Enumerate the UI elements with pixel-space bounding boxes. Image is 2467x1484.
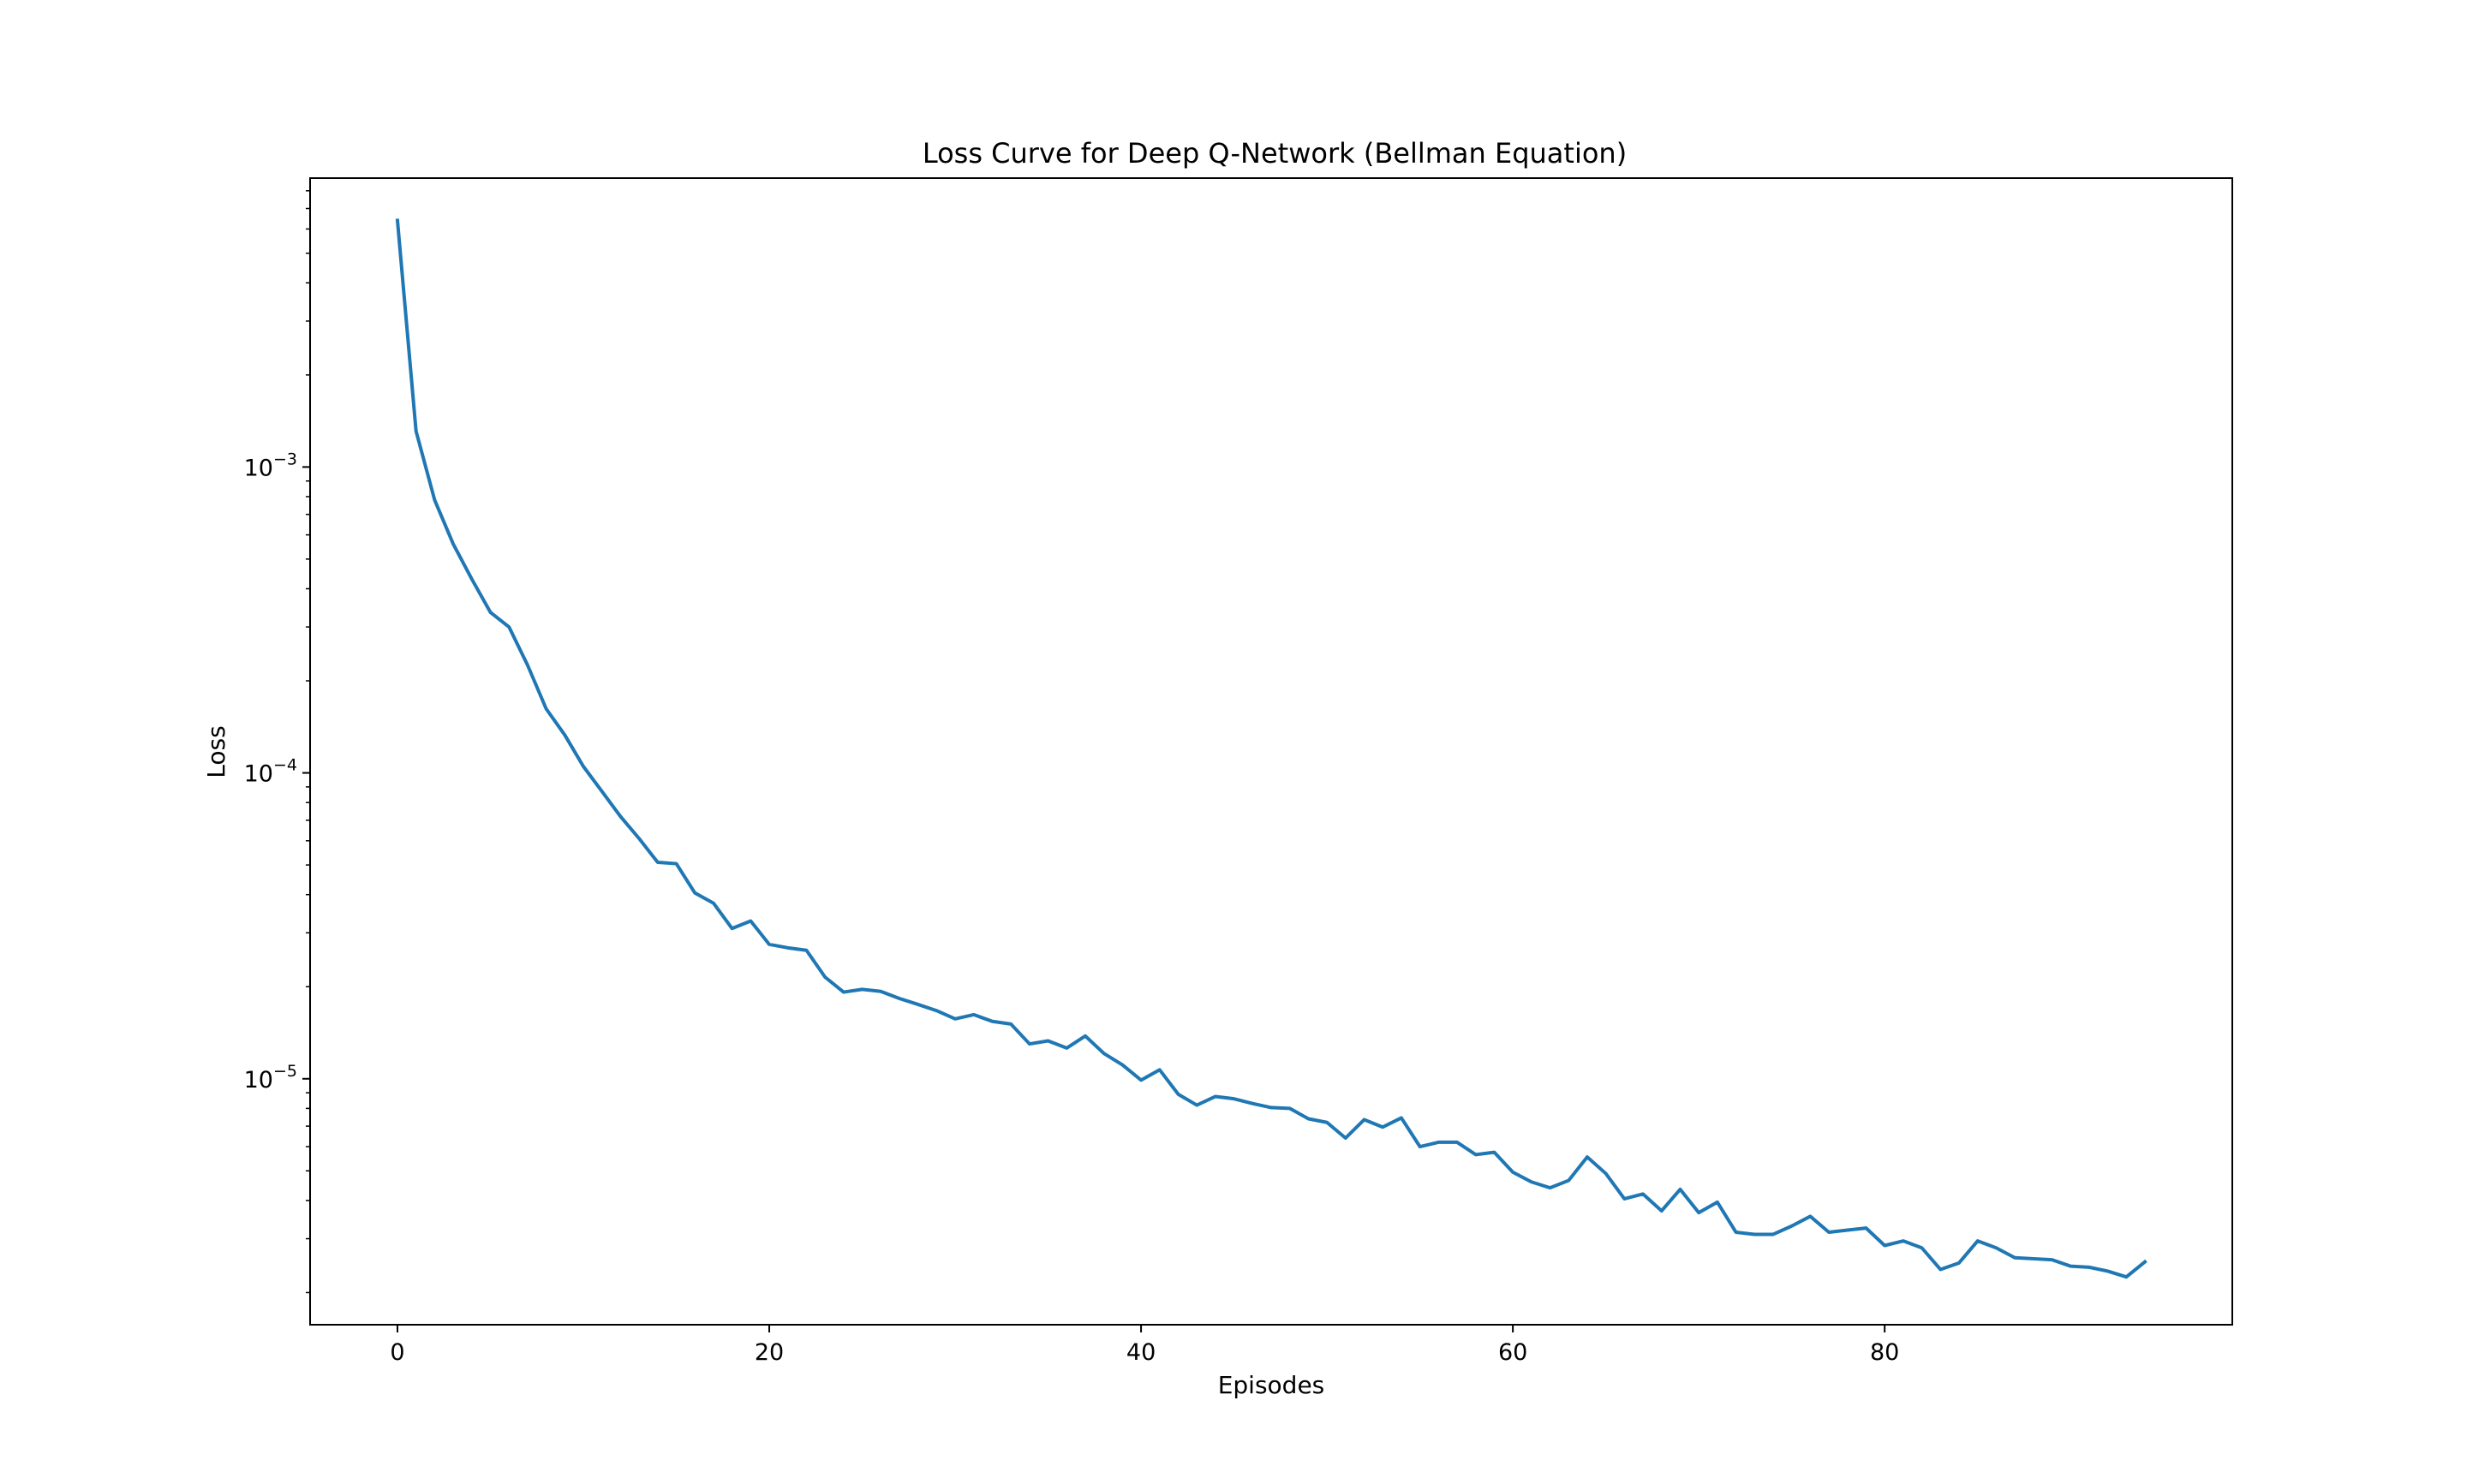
y-axis-label: Loss xyxy=(202,725,230,778)
loss-series-line xyxy=(395,218,2147,1279)
y-axis-ticks: 10−310−410−5 xyxy=(244,450,310,1094)
x-tick-label: 20 xyxy=(755,1339,784,1366)
y-tick-exponent: −3 xyxy=(273,450,297,468)
x-tick-label: 80 xyxy=(1870,1339,1899,1366)
x-axis-label: Episodes xyxy=(1218,1371,1325,1399)
y-tick-label: 10−5 xyxy=(244,1062,297,1094)
y-tick-base: 10 xyxy=(244,1067,273,1094)
y-tick-exponent: −4 xyxy=(273,756,297,775)
y-tick-exponent: −5 xyxy=(273,1062,297,1081)
x-axis-ticks: 0 20 40 60 80 xyxy=(390,1325,1899,1366)
chart-title: Loss Curve for Deep Q-Network (Bellman E… xyxy=(923,137,1627,170)
y-tick-base: 10 xyxy=(244,761,273,788)
plot-frame xyxy=(309,177,2233,1326)
y-tick-base: 10 xyxy=(244,455,273,481)
x-tick-label: 0 xyxy=(390,1339,404,1366)
y-tick-label: 10−4 xyxy=(244,756,297,788)
x-tick-label: 60 xyxy=(1498,1339,1527,1366)
x-tick-label: 40 xyxy=(1126,1339,1156,1366)
y-tick-label: 10−3 xyxy=(244,450,297,481)
